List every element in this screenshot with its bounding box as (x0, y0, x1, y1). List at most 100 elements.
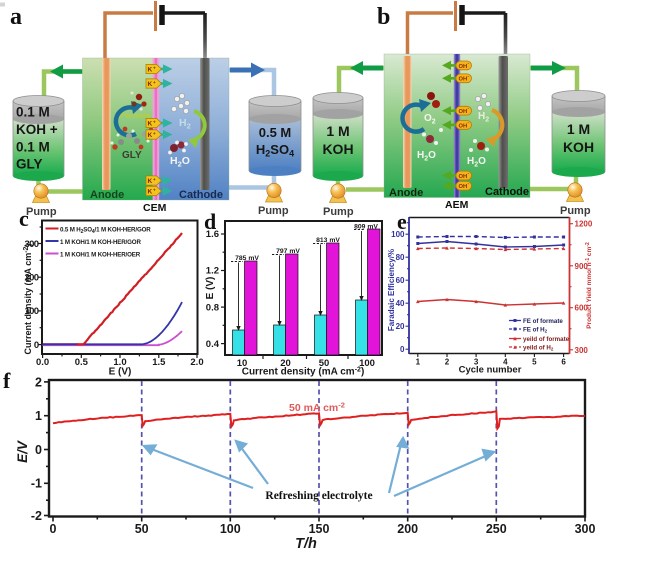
svg-text:-1: -1 (31, 477, 42, 491)
svg-text:Pump: Pump (560, 205, 591, 217)
svg-text:Faradaic Efficiency/%: Faradaic Efficiency/% (387, 249, 396, 331)
svg-text:Current density (mA cm-2): Current density (mA cm-2) (23, 244, 33, 355)
svg-text:0: 0 (35, 443, 42, 457)
svg-text:f: f (3, 368, 11, 393)
svg-text:0.5 M: 0.5 M (259, 125, 292, 140)
svg-text:4: 4 (503, 358, 508, 367)
svg-text:200: 200 (24, 273, 38, 284)
svg-text:1200: 1200 (575, 220, 593, 229)
svg-text:300: 300 (24, 239, 38, 250)
svg-text:813 mV: 813 mV (316, 237, 340, 244)
svg-text:1.0: 1.0 (113, 357, 126, 368)
svg-text:Pump: Pump (258, 205, 289, 217)
svg-text:20: 20 (396, 322, 405, 331)
svg-text:Current density (mA cm-2): Current density (mA cm-2) (242, 367, 365, 378)
svg-text:b: b (377, 4, 390, 30)
svg-text:80: 80 (396, 253, 405, 262)
svg-text:900: 900 (575, 262, 589, 271)
svg-text:40: 40 (396, 299, 405, 308)
svg-text:H2O: H2O (170, 155, 190, 169)
svg-text:Pump: Pump (323, 206, 354, 218)
svg-text:KOH: KOH (563, 139, 594, 155)
svg-text:300: 300 (575, 522, 596, 536)
svg-text:100: 100 (24, 306, 38, 317)
svg-text:c: c (19, 206, 29, 231)
svg-text:O2: O2 (424, 113, 436, 126)
svg-text:0: 0 (34, 340, 39, 351)
svg-text:100: 100 (391, 230, 405, 239)
svg-text:797 mV: 797 mV (276, 248, 300, 255)
svg-text:0: 0 (50, 522, 57, 536)
svg-text:50: 50 (135, 522, 149, 536)
svg-text:1 M KOH/1 M KOH-HER/OER: 1 M KOH/1 M KOH-HER/OER (60, 251, 141, 258)
svg-text:0.0: 0.0 (36, 357, 49, 368)
svg-text:d: d (204, 209, 216, 234)
svg-text:2.0: 2.0 (190, 357, 203, 368)
svg-text:0.1 M: 0.1 M (16, 140, 50, 155)
svg-text:1.6: 1.6 (206, 229, 219, 240)
svg-text:1 M KOH/1 M KOH-HER/GOR: 1 M KOH/1 M KOH-HER/GOR (60, 239, 141, 246)
svg-text:Cathode: Cathode (485, 186, 529, 198)
svg-text:809 mV: 809 mV (354, 224, 378, 231)
svg-text:300: 300 (575, 346, 589, 355)
svg-text:600: 600 (575, 304, 589, 313)
svg-text:KOH: KOH (322, 141, 353, 157)
svg-text:T/h: T/h (295, 536, 317, 552)
svg-text:e: e (397, 209, 407, 234)
svg-text:Cathode: Cathode (179, 189, 223, 201)
svg-text:0.5 M H2SO4/1 M KOH-HER/GOR: 0.5 M H2SO4/1 M KOH-HER/GOR (60, 226, 151, 235)
svg-text:1 M: 1 M (326, 123, 349, 139)
svg-text:0.4: 0.4 (206, 339, 220, 350)
svg-text:150: 150 (309, 522, 330, 536)
svg-text:H2O: H2O (467, 156, 486, 169)
svg-text:E (V): E (V) (205, 277, 216, 300)
svg-text:H2O: H2O (417, 150, 436, 163)
svg-text:2: 2 (445, 358, 450, 367)
svg-text:GLY: GLY (16, 157, 43, 172)
svg-text:60: 60 (396, 276, 405, 285)
svg-text:1: 1 (35, 409, 42, 423)
svg-text:Anode: Anode (389, 187, 423, 199)
svg-text:FE of H2: FE of H2 (523, 326, 548, 333)
svg-text:5: 5 (532, 358, 537, 367)
svg-text:2: 2 (35, 375, 42, 389)
svg-text:6: 6 (561, 358, 566, 367)
svg-text:yeild of formate: yeild of formate (523, 336, 570, 343)
svg-text:-2: -2 (31, 509, 42, 523)
svg-text:0.8: 0.8 (206, 302, 219, 313)
svg-text:Refreshing electrolyte: Refreshing electrolyte (265, 490, 372, 502)
svg-text:250: 250 (486, 522, 507, 536)
svg-text:100: 100 (359, 358, 375, 369)
svg-text:FE of formate: FE of formate (523, 318, 563, 325)
svg-text:E (V): E (V) (109, 367, 132, 378)
svg-text:0: 0 (400, 345, 405, 354)
svg-text:GLY: GLY (122, 150, 142, 161)
svg-text:1.5: 1.5 (152, 357, 166, 368)
svg-text:Product Yield mmol h-1 cm-2: Product Yield mmol h-1 cm-2 (585, 242, 593, 329)
svg-text:0.1 M: 0.1 M (16, 105, 50, 120)
svg-text:AEM: AEM (445, 199, 469, 211)
svg-text:H2: H2 (179, 117, 191, 131)
svg-text:H2: H2 (478, 111, 489, 124)
svg-text:50 mA cm-2: 50 mA cm-2 (289, 401, 345, 415)
svg-text:Formate: Formate (121, 111, 151, 120)
svg-text:Anode: Anode (90, 189, 124, 201)
svg-text:200: 200 (397, 522, 418, 536)
svg-text:785 mV: 785 mV (235, 255, 259, 262)
svg-text:a: a (10, 4, 22, 30)
svg-text:1: 1 (416, 358, 421, 367)
svg-text:H2SO4: H2SO4 (256, 142, 294, 159)
svg-text:E/V: E/V (15, 440, 30, 463)
svg-text:yeild of H2: yeild of H2 (523, 344, 554, 351)
svg-text:100: 100 (220, 522, 241, 536)
svg-text:Cycle number: Cycle number (459, 365, 522, 376)
svg-text:0.5: 0.5 (75, 357, 89, 368)
svg-text:1 M: 1 M (567, 121, 590, 137)
svg-text:3: 3 (474, 358, 479, 367)
svg-text:20: 20 (280, 358, 291, 369)
svg-text:Pump: Pump (26, 206, 57, 218)
svg-text:KOH +: KOH + (16, 122, 58, 137)
svg-text:1.2: 1.2 (206, 266, 219, 277)
svg-text:50: 50 (319, 358, 330, 369)
svg-text:10: 10 (237, 358, 248, 369)
